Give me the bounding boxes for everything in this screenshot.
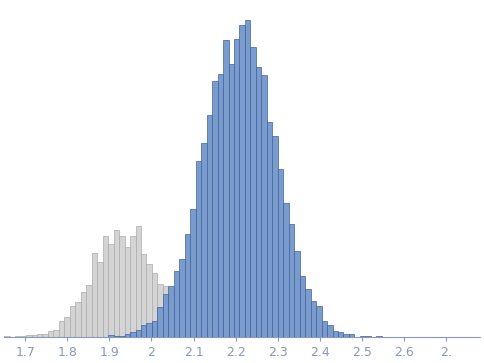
Bar bbox=[305, 289, 311, 337]
Bar bbox=[190, 209, 196, 337]
Bar bbox=[245, 20, 250, 337]
Bar bbox=[147, 323, 152, 337]
Bar bbox=[349, 334, 354, 337]
Bar bbox=[136, 330, 141, 337]
Bar bbox=[179, 258, 185, 337]
Bar bbox=[250, 46, 256, 337]
Bar bbox=[212, 336, 218, 337]
Bar bbox=[4, 336, 10, 337]
Bar bbox=[201, 143, 207, 337]
Bar bbox=[114, 336, 119, 337]
Bar bbox=[376, 336, 382, 337]
Bar bbox=[26, 335, 31, 337]
Bar bbox=[168, 286, 174, 337]
Bar bbox=[136, 226, 141, 337]
Bar bbox=[218, 74, 223, 337]
Bar bbox=[43, 334, 48, 337]
Bar bbox=[223, 335, 228, 337]
Bar bbox=[267, 122, 272, 337]
Bar bbox=[64, 317, 70, 337]
Bar bbox=[179, 315, 185, 337]
Bar bbox=[86, 285, 92, 337]
Bar bbox=[97, 262, 103, 337]
Bar bbox=[294, 251, 300, 337]
Bar bbox=[338, 332, 344, 337]
Bar bbox=[124, 334, 130, 337]
Bar bbox=[81, 292, 86, 337]
Bar bbox=[207, 334, 212, 337]
Bar bbox=[344, 334, 349, 337]
Bar bbox=[272, 136, 278, 337]
Bar bbox=[333, 331, 338, 337]
Bar bbox=[152, 273, 157, 337]
Bar bbox=[196, 161, 201, 337]
Bar bbox=[201, 334, 207, 337]
Bar bbox=[245, 336, 250, 337]
Bar bbox=[53, 330, 59, 337]
Bar bbox=[70, 306, 76, 337]
Bar bbox=[228, 64, 234, 337]
Bar bbox=[316, 306, 321, 337]
Bar bbox=[114, 230, 119, 337]
Bar bbox=[147, 264, 152, 337]
Bar bbox=[119, 236, 124, 337]
Bar bbox=[15, 336, 21, 337]
Bar bbox=[327, 325, 333, 337]
Bar bbox=[360, 336, 365, 337]
Bar bbox=[21, 336, 26, 337]
Bar bbox=[185, 234, 190, 337]
Bar bbox=[141, 254, 147, 337]
Bar bbox=[31, 335, 37, 337]
Bar bbox=[157, 307, 163, 337]
Bar bbox=[311, 302, 316, 337]
Bar bbox=[207, 115, 212, 337]
Bar bbox=[108, 244, 114, 337]
Bar bbox=[157, 284, 163, 337]
Bar bbox=[103, 236, 108, 337]
Bar bbox=[92, 253, 97, 337]
Bar bbox=[141, 325, 147, 337]
Bar bbox=[212, 81, 218, 337]
Bar bbox=[130, 236, 136, 337]
Bar bbox=[152, 322, 157, 337]
Bar bbox=[261, 75, 267, 337]
Bar bbox=[278, 170, 283, 337]
Bar bbox=[196, 330, 201, 337]
Bar bbox=[130, 332, 136, 337]
Bar bbox=[108, 335, 114, 337]
Bar bbox=[163, 286, 168, 337]
Bar bbox=[59, 322, 64, 337]
Bar bbox=[185, 319, 190, 337]
Bar bbox=[163, 294, 168, 337]
Bar bbox=[365, 336, 371, 337]
Bar bbox=[300, 276, 305, 337]
Bar bbox=[168, 300, 174, 337]
Bar bbox=[289, 224, 294, 337]
Bar bbox=[48, 331, 53, 337]
Bar bbox=[124, 247, 130, 337]
Bar bbox=[240, 25, 245, 337]
Bar bbox=[76, 302, 81, 337]
Bar bbox=[256, 67, 261, 337]
Bar bbox=[321, 321, 327, 337]
Bar bbox=[190, 324, 196, 337]
Bar bbox=[234, 40, 240, 337]
Bar bbox=[283, 203, 289, 337]
Bar bbox=[174, 312, 179, 337]
Bar bbox=[119, 336, 124, 337]
Bar bbox=[223, 41, 228, 337]
Bar bbox=[174, 271, 179, 337]
Bar bbox=[37, 334, 43, 337]
